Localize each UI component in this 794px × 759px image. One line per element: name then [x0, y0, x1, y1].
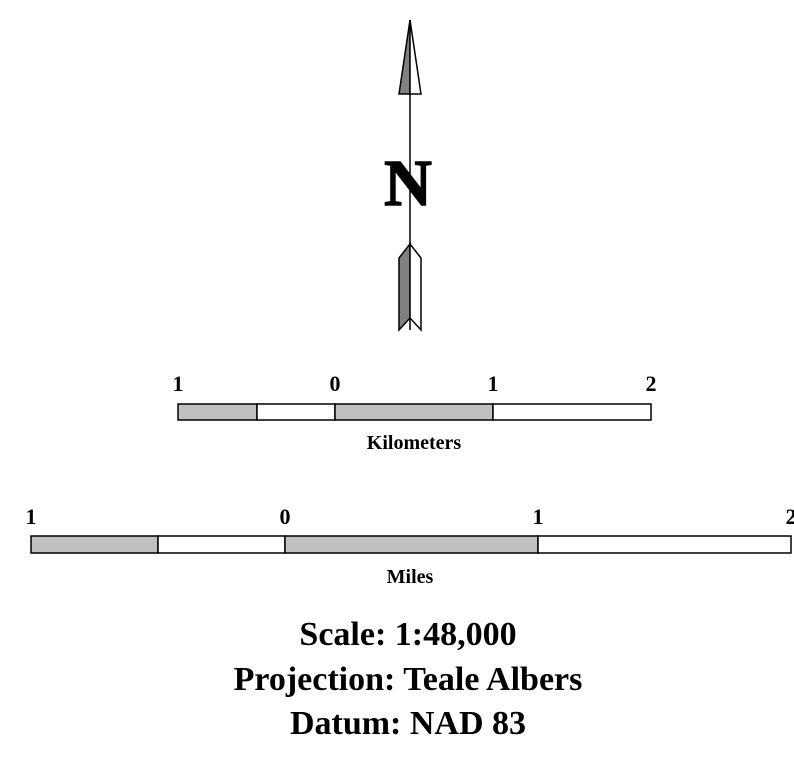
bar-segment [492, 403, 652, 421]
km-scale-bar: 1 0 1 2 Kilometers [173, 371, 657, 454]
datum-text: Datum: NAD 83 [290, 705, 526, 742]
bar-segment [157, 535, 286, 554]
bar-segment [256, 403, 336, 421]
miles-scale-bar: 1 0 1 2 Miles [26, 504, 794, 588]
tick-label: 2 [646, 371, 657, 396]
tick-label: 1 [173, 371, 184, 396]
tick-label: 0 [280, 504, 291, 529]
bar-segment [537, 535, 792, 554]
tick-label: 1 [488, 371, 499, 396]
tick-label: 2 [786, 504, 794, 529]
projection-text: Projection: Teale Albers [234, 661, 583, 698]
map-info: Scale: 1:48,000 Projection: Teale Albers… [234, 616, 583, 742]
bar-segment [30, 535, 159, 554]
unit-label: Kilometers [367, 432, 462, 454]
unit-label: Miles [387, 566, 434, 588]
tick-label: 0 [330, 371, 341, 396]
arrow-head-left [398, 19, 411, 95]
bar-segment [334, 403, 494, 421]
bar-segment [284, 535, 539, 554]
arrow-head-right [409, 19, 422, 95]
north-arrow: N [383, 19, 433, 332]
tick-label: 1 [533, 504, 544, 529]
scale-text: Scale: 1:48,000 [299, 616, 516, 653]
arrow-tail-left [398, 241, 411, 332]
bar-segment [177, 403, 258, 421]
tick-label: 1 [26, 504, 37, 529]
north-label: N [384, 147, 432, 220]
arrow-tail-right [409, 241, 422, 332]
